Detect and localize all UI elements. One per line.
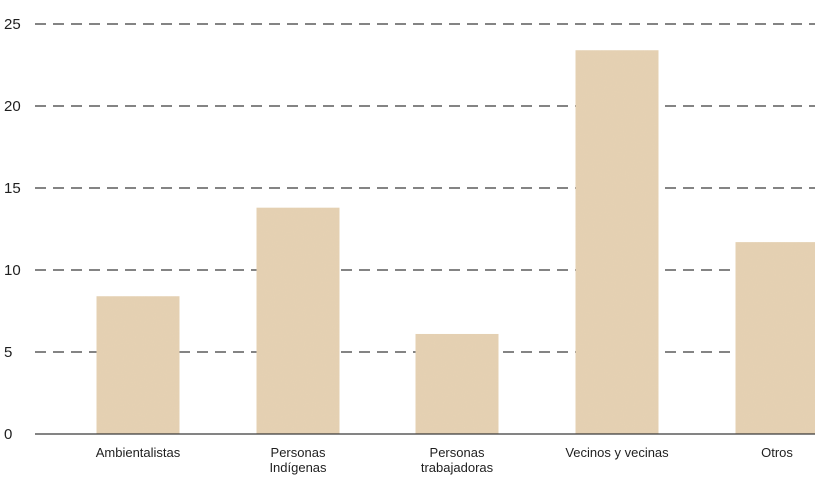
x-tick-label-line: trabajadoras	[421, 460, 494, 475]
x-tick-label: Ambientalistas	[96, 445, 181, 460]
y-tick-label: 20	[4, 98, 21, 115]
x-tick-label-line: Ambientalistas	[96, 445, 181, 460]
x-tick-label: Personas Indígenas	[269, 445, 327, 475]
bar-personas-indígenas	[256, 207, 340, 434]
x-tick-label-line: Personas	[430, 445, 485, 460]
y-axis-tick-labels: 0 5 10 15 20 25	[4, 16, 21, 443]
bar-personas-trabajadoras	[415, 333, 499, 434]
bars	[96, 50, 815, 435]
x-tick-label-line: Indígenas	[269, 460, 327, 475]
x-tick-label-line: Personas	[271, 445, 326, 460]
bar-otros	[735, 242, 815, 434]
x-tick-label: Vecinos y vecinas	[565, 445, 669, 460]
x-tick-label-line: Otros	[761, 445, 793, 460]
x-tick-label: Otros	[761, 445, 793, 460]
x-tick-label-line: Vecinos y vecinas	[565, 445, 669, 460]
y-tick-label: 15	[4, 180, 21, 197]
y-tick-label: 25	[4, 16, 21, 33]
y-tick-label: 10	[4, 262, 21, 279]
x-tick-label: Personas trabajadoras	[421, 445, 494, 475]
bar-vecinos-y-vecinas	[575, 50, 659, 435]
y-tick-label: 5	[4, 344, 12, 361]
bar-ambientalistas	[96, 296, 180, 434]
y-tick-label: 0	[4, 426, 12, 443]
